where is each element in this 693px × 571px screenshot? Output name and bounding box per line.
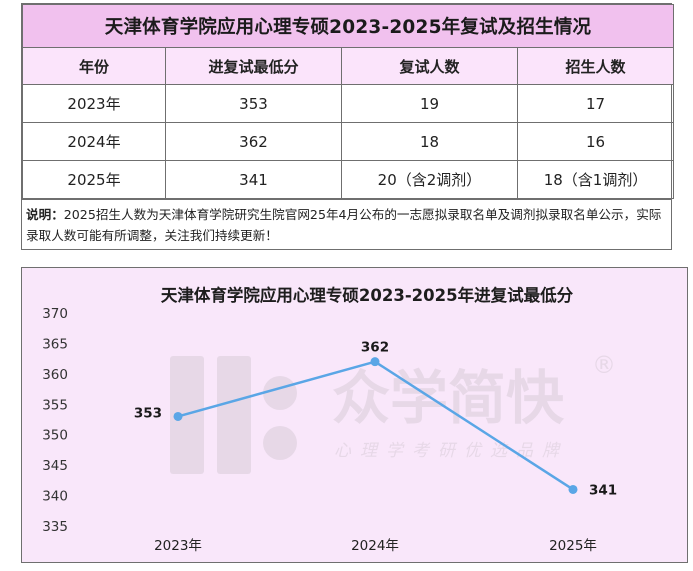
- x-axis: 2023年 2024年 2025年: [154, 538, 597, 554]
- header-min-score: 进复试最低分: [165, 47, 342, 85]
- data-point: [568, 484, 578, 494]
- line-chart-container: 众学简快 ® 心理学考研优选品牌 天津体育学院应用心理专硕2023-2025年进…: [21, 267, 688, 563]
- cell-retest-count: 19: [341, 84, 518, 123]
- series-line: 353 362 341: [134, 340, 617, 499]
- cell-retest-count: 20（含2调剂）: [341, 160, 518, 199]
- cell-year: 2023年: [22, 84, 166, 123]
- watermark-registered-mark: ®: [592, 351, 616, 379]
- y-tick-label: 360: [42, 367, 68, 383]
- y-tick-label: 355: [42, 397, 68, 413]
- table-row: 2025年 341 20（含2调剂） 18（含1调剂）: [22, 160, 675, 199]
- data-point: [370, 357, 380, 367]
- y-tick-label: 340: [42, 489, 68, 505]
- table-row: 2023年 353 19 17: [22, 84, 675, 123]
- data-table-container: 天津体育学院应用心理专硕2023-2025年复试及招生情况 年份 进复试最低分 …: [21, 3, 675, 250]
- table-title: 天津体育学院应用心理专硕2023-2025年复试及招生情况: [21, 4, 675, 48]
- watermark: 众学简快 ® 心理学考研优选品牌: [170, 351, 616, 474]
- cell-year: 2025年: [22, 160, 166, 199]
- watermark-brand: 众学简快: [332, 364, 565, 432]
- y-tick-label: 365: [42, 336, 68, 352]
- x-tick-label: 2025年: [549, 538, 597, 554]
- table-header-row: 年份 进复试最低分 复试人数 招生人数: [22, 47, 675, 85]
- y-axis: 335 340 345 350 355 360 365 370: [42, 306, 68, 535]
- y-tick-label: 345: [42, 458, 68, 474]
- header-retest-count: 复试人数: [341, 47, 518, 85]
- y-tick-label: 370: [42, 306, 68, 322]
- note-text: 2025招生人数为天津体育学院研究生院官网25年4月公布的一志愿拟录取名单及调剂…: [26, 207, 662, 243]
- table-note: 说明：2025招生人数为天津体育学院研究生院官网25年4月公布的一志愿拟录取名单…: [22, 199, 671, 249]
- cell-min-score: 353: [165, 84, 342, 123]
- data-label: 341: [589, 482, 617, 498]
- data-label: 362: [361, 340, 389, 356]
- y-tick-label: 335: [42, 519, 68, 535]
- cell-retest-count: 18: [341, 122, 518, 161]
- line-chart: 众学简快 ® 心理学考研优选品牌 天津体育学院应用心理专硕2023-2025年进…: [42, 285, 617, 554]
- data-point: [173, 411, 183, 421]
- data-label: 353: [134, 405, 162, 421]
- cell-enroll-count: 17: [516, 84, 675, 123]
- cell-min-score: 362: [165, 122, 342, 161]
- cell-year: 2024年: [22, 122, 166, 161]
- header-year: 年份: [22, 47, 166, 85]
- header-enroll-count: 招生人数: [516, 47, 675, 85]
- cell-enroll-count: 16: [516, 122, 675, 161]
- y-tick-label: 350: [42, 428, 68, 444]
- x-tick-label: 2024年: [351, 538, 399, 554]
- x-tick-label: 2023年: [154, 538, 202, 554]
- chart-title: 天津体育学院应用心理专硕2023-2025年进复试最低分: [161, 285, 574, 305]
- cell-min-score: 341: [165, 160, 342, 199]
- note-label: 说明：: [26, 207, 64, 222]
- cell-enroll-count: 18（含1调剂）: [516, 160, 675, 199]
- watermark-slogan: 心理学考研优选品牌: [334, 441, 568, 461]
- table-title-row: 天津体育学院应用心理专硕2023-2025年复试及招生情况: [21, 4, 675, 48]
- stats-table: 天津体育学院应用心理专硕2023-2025年复试及招生情况 年份 进复试最低分 …: [21, 4, 675, 199]
- table-row: 2024年 362 18 16: [22, 122, 675, 161]
